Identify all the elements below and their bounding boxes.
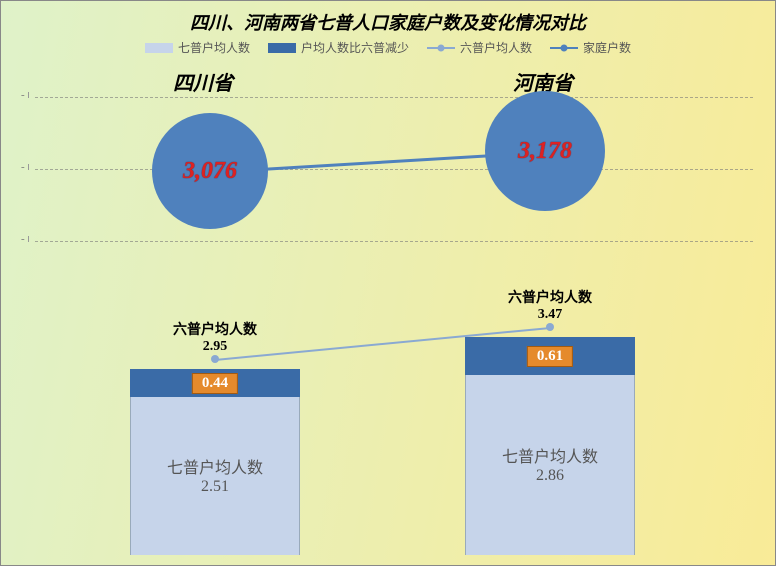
bar-seven-avg: 七普户均人数2.86: [465, 375, 635, 555]
bar-decrease-label: 0.44: [192, 373, 238, 394]
legend-label: 户均人数比六普减少: [301, 39, 409, 56]
legend-swatch: [427, 47, 455, 49]
legend-swatch: [268, 43, 296, 53]
bar-seven-avg: 七普户均人数2.51: [130, 397, 300, 555]
plot-area: ---四川省3,076七普户均人数2.510.44六普户均人数2.95河南省3,…: [35, 61, 753, 555]
chart-title: 四川、河南两省七普人口家庭户数及变化情况对比: [1, 1, 775, 39]
legend-swatch: [550, 47, 578, 49]
six-avg-label-henan: 六普户均人数3.47: [465, 287, 635, 323]
six-avg-label-sichuan: 六普户均人数2.95: [130, 319, 300, 355]
bar-decrease-label: 0.61: [527, 346, 573, 367]
bar-seven-avg-label: 七普户均人数2.51: [131, 454, 299, 496]
legend-swatch: [145, 43, 173, 53]
legend-label: 家庭户数: [583, 39, 631, 56]
legend-decrease: 户均人数比六普减少: [268, 39, 409, 56]
legend: 七普户均人数 户均人数比六普减少 六普户均人数 家庭户数: [1, 39, 775, 60]
legend-label: 七普户均人数: [178, 39, 250, 56]
six-avg-marker: [211, 355, 219, 363]
bar-decrease: 0.61: [465, 337, 635, 375]
bar-decrease: 0.44: [130, 369, 300, 397]
households-bubble-sichuan: 3,076: [152, 113, 268, 229]
legend-households: 家庭户数: [550, 39, 631, 56]
legend-seven-avg: 七普户均人数: [145, 39, 250, 56]
households-bubble-henan: 3,178: [485, 91, 605, 211]
legend-label: 六普户均人数: [460, 39, 532, 56]
legend-six-avg: 六普户均人数: [427, 39, 532, 56]
bar-seven-avg-label: 七普户均人数2.86: [466, 443, 634, 485]
six-avg-marker: [546, 323, 554, 331]
